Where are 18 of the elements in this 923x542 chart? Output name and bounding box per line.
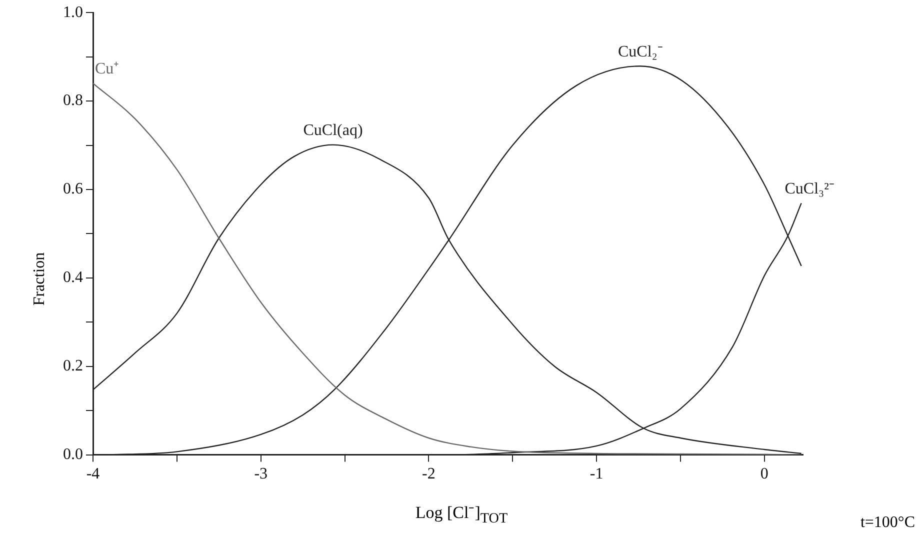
series-label: Cu⁺ bbox=[95, 60, 119, 78]
x-tick-label: -2 bbox=[422, 466, 436, 483]
y-tick-label: 0.8 bbox=[63, 92, 83, 110]
x-tick-label: 0 bbox=[760, 466, 768, 483]
y-tick-label: 0.6 bbox=[63, 180, 83, 198]
x-tick-label: -3 bbox=[254, 466, 268, 483]
series-label: CuCl₃²⁻ bbox=[784, 180, 834, 198]
x-axis-title: Log [Cl⁻]$_{TOT}$ bbox=[415, 503, 508, 526]
y-axis-title: Fraction bbox=[31, 251, 49, 308]
y-tick-label: 0.4 bbox=[63, 269, 83, 286]
text: t=100°C bbox=[860, 514, 915, 532]
y-tick-label: 0.0 bbox=[63, 446, 83, 464]
y-tick-label: 0.2 bbox=[63, 358, 83, 375]
x-tick-label: -1 bbox=[590, 466, 604, 483]
series-label: CuCl(aq) bbox=[303, 122, 363, 140]
y-tick-label: 1.0 bbox=[63, 4, 83, 21]
x-tick-label: -4 bbox=[86, 466, 100, 483]
series-label: CuCl₂⁻ bbox=[618, 43, 662, 60]
